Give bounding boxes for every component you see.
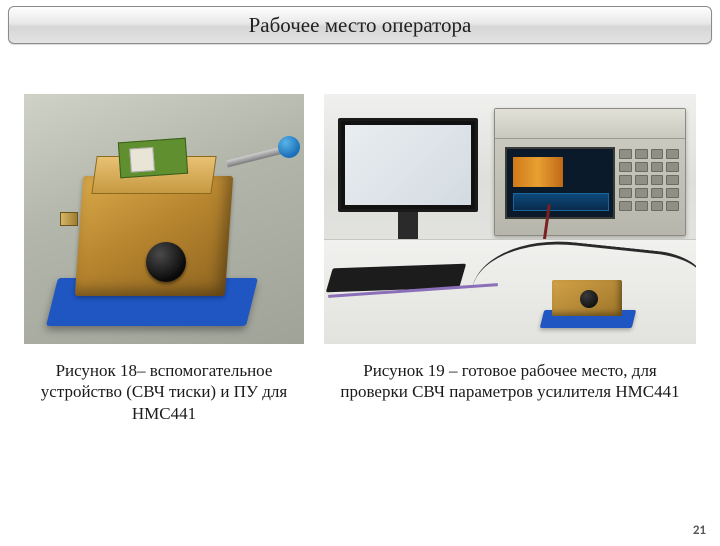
figure-19: Рисунок 19 – готовое рабочее место, для … (324, 94, 696, 424)
figure-18: Рисунок 18– вспомогательное устройство (… (24, 94, 304, 424)
analyzer-button-grid (619, 149, 679, 225)
page-number: 21 (693, 523, 706, 538)
fixture-sma-connector (60, 212, 78, 226)
slide-title: Рабочее место оператора (249, 13, 472, 38)
figure-19-photo (324, 94, 696, 344)
figure-18-caption: Рисунок 18– вспомогательное устройство (… (24, 360, 304, 424)
dut-knob (580, 290, 598, 308)
network-analyzer (494, 108, 686, 236)
figure-18-photo (24, 94, 304, 344)
fixture-blue-knob (278, 136, 300, 158)
figure-19-caption: Рисунок 19 – готовое рабочее место, для … (324, 360, 696, 403)
monitor-stand (398, 212, 418, 240)
analyzer-top-panel (495, 109, 685, 139)
content-row: Рисунок 18– вспомогательное устройство (… (0, 44, 720, 424)
fixture-clamp-knob (146, 242, 186, 282)
fixture-pcb (118, 138, 188, 179)
dut-fixture (542, 272, 634, 328)
analyzer-screen (505, 147, 615, 219)
workstation-monitor (338, 118, 478, 212)
slide-title-bar: Рабочее место оператора (8, 6, 712, 44)
